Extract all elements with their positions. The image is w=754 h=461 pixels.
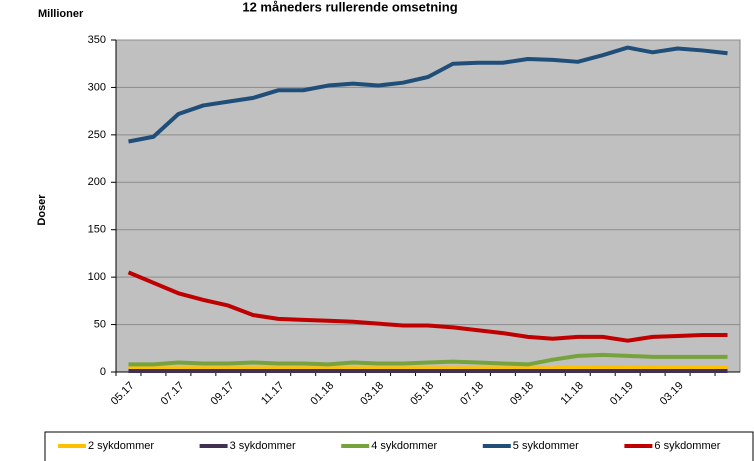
x-tick-label: 07.18 <box>458 380 486 408</box>
legend-label: 2 sykdommer <box>88 440 154 452</box>
y-tick-label: 250 <box>88 129 106 141</box>
y-tick-label: 100 <box>88 271 106 283</box>
y-tick-label: 350 <box>88 34 106 46</box>
x-tick-label: 03.18 <box>358 380 386 408</box>
x-tick-label: 11.18 <box>559 380 586 407</box>
x-tick-label: 03.19 <box>658 380 686 408</box>
y-tick-label: 200 <box>88 176 106 188</box>
legend-label: 6 sykdommer <box>654 440 720 452</box>
y-tick-label: 300 <box>88 81 106 93</box>
y-tick-label: 150 <box>88 224 106 236</box>
y-tick-label: 50 <box>94 318 106 330</box>
x-tick-label: 09.18 <box>508 380 536 408</box>
legend-label: 4 sykdommer <box>371 440 437 452</box>
series-line <box>128 352 728 367</box>
legend-label: 3 sykdommer <box>230 440 296 452</box>
x-tick-label: 05.17 <box>109 380 137 408</box>
x-tick-label: 01.18 <box>308 380 336 408</box>
y-unit: Millioner <box>38 8 84 20</box>
legend-label: 5 sykdommer <box>513 440 579 452</box>
x-tick-label: 11.17 <box>259 380 286 407</box>
x-tick-label: 09.17 <box>209 380 237 408</box>
series-line <box>127 270 728 343</box>
x-tick-label: 07.17 <box>159 380 187 408</box>
plot-area <box>115 39 741 373</box>
chart-title: 12 måneders rullerende omsetning <box>242 0 457 14</box>
x-tick-label: 01.19 <box>608 380 636 408</box>
y-tick-label: 0 <box>100 366 106 378</box>
series-line <box>128 45 728 144</box>
y-axis-label: Doser <box>36 194 48 226</box>
series-line <box>128 365 728 371</box>
x-tick-label: 05.18 <box>408 380 436 408</box>
